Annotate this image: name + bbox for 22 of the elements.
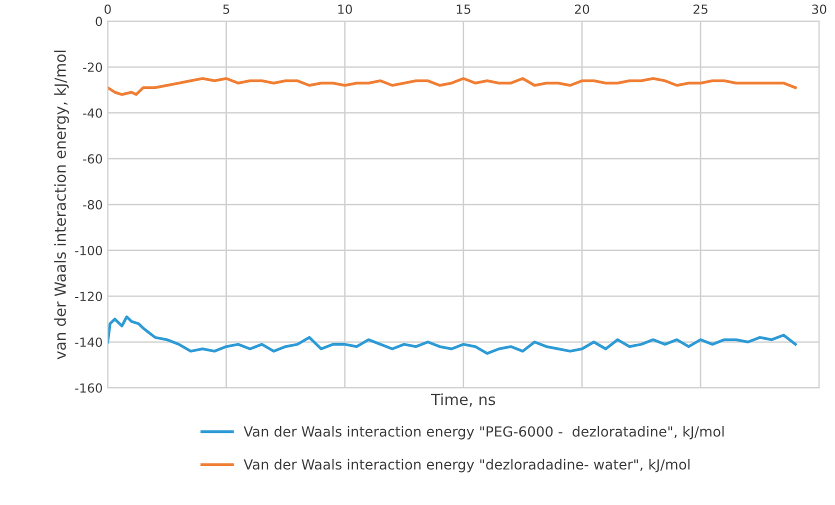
y-tick-label: -160 (75, 383, 102, 393)
y-tick-label: 0 (96, 16, 102, 26)
x-tick-label: 20 (574, 4, 590, 14)
legend-label: Van der Waals interaction energy "dezloradadine- water", kJ/mol (244, 458, 690, 472)
x-tick-label: 5 (223, 4, 230, 14)
x-tick-label: 25 (694, 4, 708, 14)
x-tick-label: 10 (338, 4, 352, 14)
line-series (108, 77, 797, 96)
line-series (108, 315, 797, 355)
legend-label: Van der Waals interaction energy "PEG-6000 - dezloratadine", kJ/mol (244, 426, 724, 440)
y-axis-title: van der Waals interaction energy, kJ/mol (54, 50, 69, 360)
y-tick-label: -120 (75, 292, 102, 302)
x-tick-label: 30 (812, 4, 826, 14)
y-tick-label: -80 (83, 200, 102, 210)
y-tick-label: -60 (83, 154, 102, 164)
x-tick-label: 15 (456, 4, 470, 14)
x-axis-title: Time, ns (431, 393, 496, 407)
x-tick-label: 0 (104, 4, 111, 14)
y-tick-label: -100 (75, 246, 102, 256)
y-tick-label: -140 (75, 337, 102, 347)
y-tick-label: -20 (83, 62, 102, 72)
y-tick-label: -40 (83, 108, 102, 118)
